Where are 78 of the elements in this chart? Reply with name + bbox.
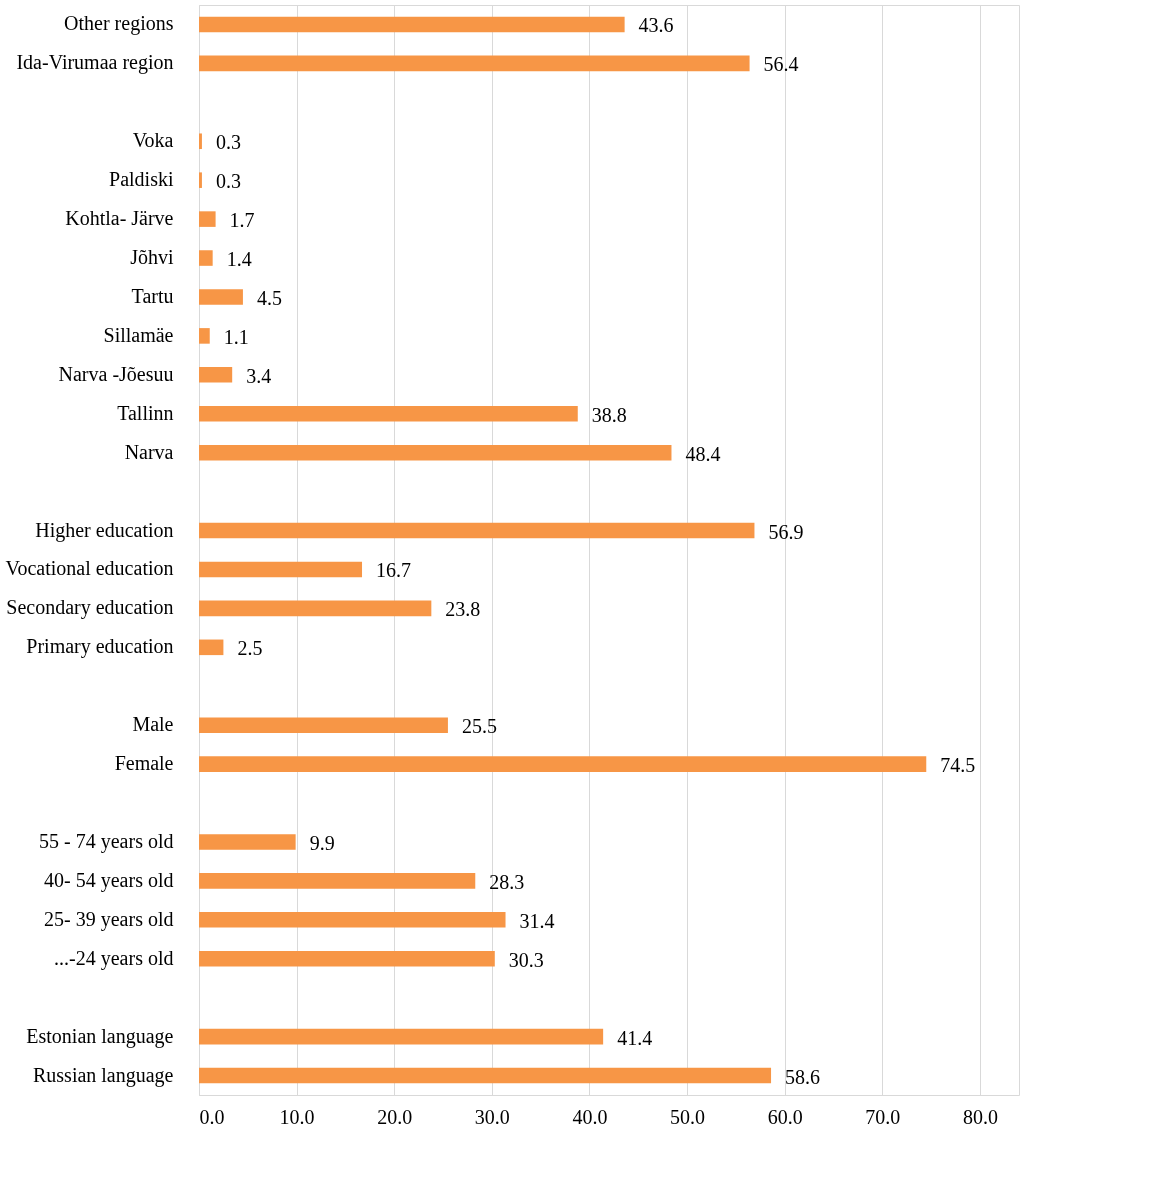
data-label: 2.5: [237, 637, 263, 660]
data-label: 16.7: [376, 559, 412, 582]
x-tick-label: 40.0: [572, 1105, 608, 1128]
y-tick-label: Higher education: [35, 518, 174, 542]
y-tick-label: 40- 54 years old: [44, 868, 174, 892]
y-tick-label: Secondary education: [6, 596, 174, 620]
data-label: 43.6: [638, 14, 674, 37]
x-tick-label: 30.0: [474, 1105, 510, 1128]
x-tick-label: 0.0: [199, 1105, 225, 1128]
bar: [199, 172, 202, 188]
data-label: 74.5: [940, 754, 976, 777]
y-tick-label: Female: [114, 752, 174, 775]
data-label: 38.8: [591, 403, 627, 426]
data-label: 58.6: [785, 1065, 821, 1088]
data-label: 1.1: [223, 325, 249, 348]
y-tick-label: Other regions: [64, 12, 174, 36]
data-label: 48.4: [685, 442, 721, 465]
x-tick-label: 50.0: [670, 1105, 706, 1128]
y-tick-label: ...-24 years old: [54, 946, 174, 970]
bar: [199, 561, 363, 578]
y-tick-label: Tallinn: [117, 401, 174, 424]
y-tick-label: Paldiski: [109, 168, 174, 191]
bar: [199, 873, 476, 889]
x-tick-label: 20.0: [377, 1105, 413, 1128]
x-tick-label: 80.0: [962, 1105, 998, 1128]
y-tick-label: Tartu: [131, 284, 174, 307]
bar: [199, 133, 202, 150]
y-tick-label: Narva -Jõesuu: [58, 362, 174, 385]
x-tick-label: 10.0: [279, 1105, 315, 1128]
y-tick-label: Male: [132, 713, 174, 736]
data-label: 4.5: [256, 286, 282, 309]
bar: [199, 328, 210, 344]
y-tick-label: Voka: [132, 129, 174, 152]
data-label: 1.7: [229, 209, 255, 232]
data-label: 25.5: [461, 715, 497, 738]
bar: [199, 522, 755, 539]
x-tick-label: 60.0: [767, 1105, 803, 1128]
y-tick-label: Ida-Virumaa region: [16, 51, 174, 75]
bar: [199, 639, 224, 656]
y-tick-label: Sillamäe: [103, 323, 174, 346]
bar: [199, 250, 213, 266]
x-tick-label: 70.0: [865, 1105, 901, 1128]
data-label: 9.9: [309, 831, 335, 854]
data-label: 23.8: [445, 598, 481, 621]
bar: [199, 405, 578, 422]
bar: [199, 756, 927, 772]
data-label: 30.3: [508, 948, 544, 971]
data-label: 56.9: [768, 520, 804, 543]
bar: [199, 1028, 604, 1045]
y-tick-label: Estonian language: [26, 1024, 174, 1048]
y-tick-label: 25- 39 years old: [44, 907, 174, 931]
y-tick-label: Russian language: [32, 1063, 174, 1087]
data-label: 31.4: [519, 909, 555, 932]
data-label: 41.4: [617, 1026, 653, 1049]
data-label: 1.4: [226, 248, 252, 271]
data-label: 56.4: [763, 53, 799, 76]
data-label: 0.3: [215, 131, 241, 154]
y-tick-label: Narva: [124, 440, 174, 463]
data-label: 3.4: [246, 364, 272, 387]
y-tick-label: Jõhvi: [130, 246, 174, 269]
data-label: 28.3: [489, 870, 525, 893]
bar: [199, 600, 432, 617]
data-label: 0.3: [215, 170, 241, 193]
bar: [199, 367, 233, 383]
bar: [199, 950, 495, 967]
y-tick-label: Vocational education: [5, 557, 174, 580]
y-tick-label: Primary education: [26, 635, 174, 659]
bar: [199, 717, 448, 733]
bar: [199, 16, 625, 33]
bar: [199, 289, 243, 305]
bar: [199, 912, 506, 928]
y-tick-label: 55 - 74 years old: [39, 829, 174, 853]
bar: [199, 211, 216, 227]
bar: [199, 1067, 772, 1084]
y-tick-label: Kohtla- Järve: [65, 207, 174, 230]
bar: [199, 444, 672, 461]
bar: [199, 55, 750, 72]
bar: [199, 834, 296, 850]
